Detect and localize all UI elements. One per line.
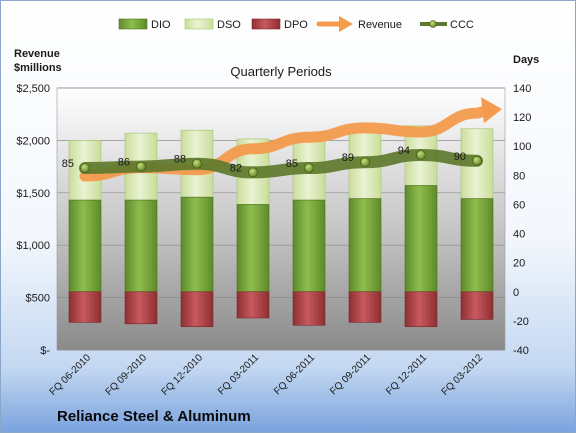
right-axis-title: Days [513,54,539,66]
ccc-data-label: 86 [118,157,130,169]
ccc-series: 85 86 88 82 85 89 94 90 [62,145,483,179]
bar-dpo [460,291,494,320]
legend-label-dso: DSO [217,19,241,31]
bar-dpo [180,291,214,328]
right-tick-label: 40 [513,229,525,241]
right-axis-ticks: -40 -20 0 20 40 60 80 100 120 140 [513,83,531,357]
legend: DIO DSO DPO Revenue CCC [118,16,474,32]
revenue-arrowhead [481,97,502,124]
x-tick-label: FQ 06-2011 [272,352,317,397]
bar-dio [124,199,158,293]
bar-dio [292,199,326,293]
legend-label-revenue: Revenue [358,19,402,31]
bar-dio [68,199,102,293]
right-tick-label: 100 [513,141,531,153]
ccc-line [79,148,483,179]
right-tick-label: 0 [513,287,519,299]
ccc-point [416,150,426,160]
bar-dio [460,198,494,293]
legend-swatch-dpo [251,18,281,30]
bar-dio [404,185,438,293]
ccc-data-label: 89 [342,152,354,164]
ccc-point [192,158,202,169]
company-name: Reliance Steel & Aluminum [57,408,251,425]
x-tick-label: FQ 09-2010 [104,352,150,398]
x-tick-label: FQ 12-2011 [384,352,429,397]
legend-swatch-ccc [420,20,447,28]
right-tick-label: 80 [513,170,525,182]
bar-dio [180,196,214,293]
chart-title: Quarterly Periods [230,64,332,79]
legend-swatch-dso [184,18,214,30]
ccc-point [136,161,146,172]
ccc-point [472,155,482,166]
ccc-point [248,167,258,178]
ccc-data-label: 85 [286,158,298,170]
ccc-point [80,163,90,173]
right-tick-label: 60 [513,199,525,211]
left-axis-title-line2: $millions [14,62,62,74]
bar-dio [348,198,382,293]
left-axis-title-line1: Revenue [14,48,60,60]
left-tick-label: $2,000 [16,135,50,147]
right-tick-label: -20 [513,316,529,328]
right-tick-label: -40 [513,345,529,357]
right-tick-label: 120 [513,112,531,124]
ccc-data-label: 94 [398,145,410,157]
bar-dpo [68,291,102,323]
legend-swatch-dio [118,18,148,30]
legend-swatch-revenue [316,16,353,32]
legend-label-ccc: CCC [450,19,474,31]
right-tick-label: 140 [513,83,531,95]
ccc-data-label: 82 [230,162,242,174]
left-tick-label: $2,500 [16,83,50,95]
x-tick-label: FQ 03-2012 [440,352,486,398]
ccc-point [360,157,370,168]
left-tick-label: $500 [26,293,50,305]
bar-dpo [124,291,158,325]
x-tick-label: FQ 06-2010 [48,352,94,398]
bar-dpo [404,291,438,328]
ccc-data-label: 90 [454,151,466,163]
x-tick-label: FQ 09-2011 [328,352,373,397]
legend-label-dio: DIO [151,19,171,31]
left-tick-label: $1,000 [16,240,50,252]
x-axis-ticks: FQ 06-2010 FQ 09-2010 FQ 12-2010 FQ 03-2011… [48,352,486,398]
bar-dpo [348,291,382,323]
legend-label-dpo: DPO [284,19,308,31]
x-tick-label: FQ 03-2011 [216,352,261,397]
bar-dio [236,204,270,293]
left-tick-label: $1,500 [16,188,50,200]
ccc-data-label: 85 [62,158,74,170]
bar-dpo [236,291,270,319]
left-tick-label: $- [40,345,50,357]
x-tick-label: FQ 12-2010 [160,352,206,398]
ccc-point [304,163,314,173]
ccc-data-label: 88 [174,154,186,166]
right-tick-label: 20 [513,258,525,270]
bar-dpo [292,291,326,326]
left-axis-ticks: $- $500 $1,000 $1,500 $2,000 $2,500 [16,83,50,357]
